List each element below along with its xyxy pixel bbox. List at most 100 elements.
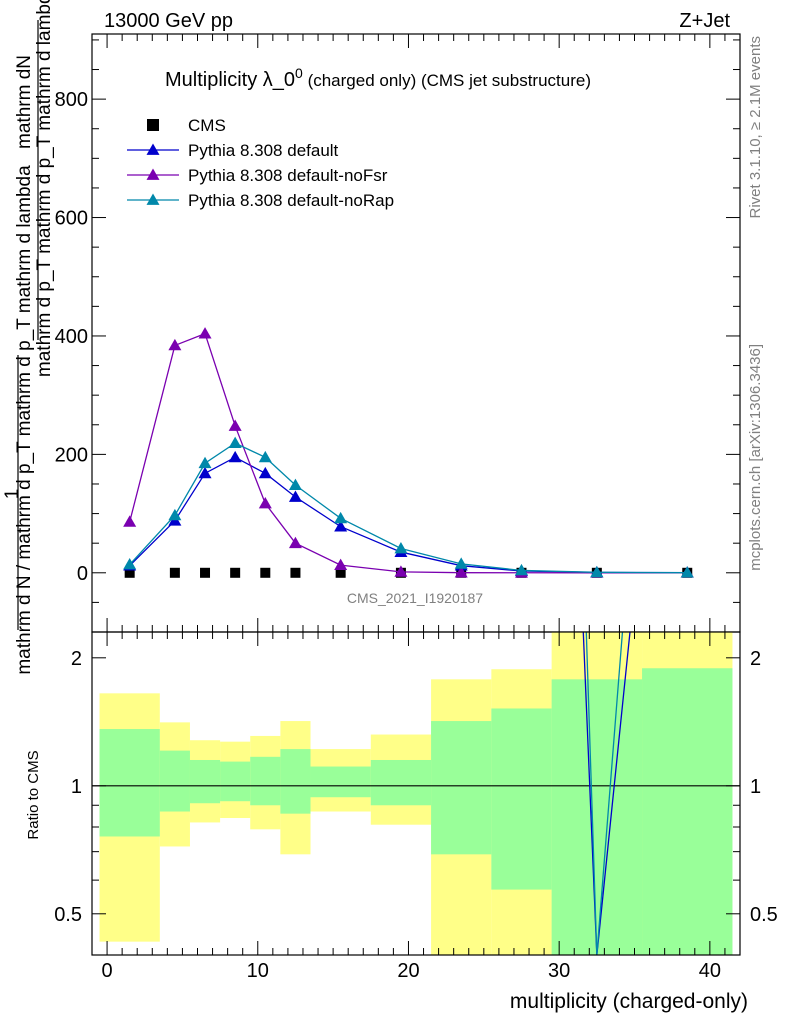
data-point [334,558,348,570]
data-point [394,565,408,577]
legend-item: Pythia 8.308 default [127,141,339,160]
band-green [280,749,311,814]
band-green [370,759,432,806]
legend-item: Pythia 8.308 default-noRap [127,191,394,210]
data-point [230,567,241,578]
data-point [258,497,272,509]
data-point [198,466,212,479]
legend-label: CMS [188,116,226,135]
ratio-ytick-label-right: 0.5 [750,904,778,926]
ratio-ytick-label: 2 [71,648,82,670]
data-point [335,567,346,578]
ylabel-numerator: mathrm dN [14,55,35,149]
data-point [590,565,604,578]
chart-title-rest: (charged only) (CMS jet substructure) [303,71,591,90]
main-ytick-label: 0 [77,563,88,585]
band-green [189,759,221,804]
series-pythia-8-308-default-nofsr [123,327,694,578]
main-ytick-label: 200 [55,444,88,466]
legend-label: Pythia 8.308 default-noFsr [188,166,388,185]
data-point [514,563,528,576]
series-pythia-8-308-default-norap [123,436,694,578]
data-point [228,419,242,431]
data-point [334,520,348,532]
mcplots-label: mcplots.cern.ch [arXiv:1306.3436] [747,344,764,571]
band-green [431,721,492,855]
main-ytick-label: 600 [55,208,88,230]
band-green [642,668,733,955]
data-point [123,515,137,527]
legend-marker [147,119,159,131]
ratio-frame [91,631,741,956]
band-green [250,756,281,806]
ylabel-denominator: mathrm d p_T mathrm d p_T mathrm d lambd… [34,0,55,377]
data-point [168,508,182,521]
data-point [290,567,301,578]
band-green [99,729,160,837]
data-point [288,478,302,491]
ratio-xtick-label: 40 [699,960,721,982]
ratio-ytick-label: 1 [71,776,82,798]
data-point [200,567,211,578]
main-axes: 0 200 400 600 800 [55,33,741,633]
chart-title: Multiplicity λ_00 (charged only) (CMS je… [165,65,591,91]
data-point [258,450,272,463]
ratio-axes: 0.5 0.51 12 20 10 20 30 40 [54,631,778,982]
legend-item: Pythia 8.308 default-noFsr [127,166,388,185]
ratio-xtick-label: 10 [247,960,269,982]
main-series [123,327,694,578]
band-green [491,708,552,890]
legend-marker [146,168,160,180]
data-point [169,567,180,578]
legend-item: CMS [147,116,226,135]
legend-label: Pythia 8.308 default [188,141,339,160]
data-point [198,327,212,339]
ratio-bands [92,631,740,956]
data-point [288,490,302,502]
ratio-ytick-label-right: 2 [750,648,761,670]
data-point [123,558,137,570]
ratio-ytick-label-right: 1 [750,776,761,798]
ylabel-bottom: mathrm d N / mathrm d p_T mathrm d p_T m… [14,165,35,675]
chart-title-main: Multiplicity λ_0 [165,69,295,91]
data-point [260,567,271,578]
data-point [454,557,468,569]
data-point [124,567,135,578]
band-green [220,761,251,802]
series-line [129,442,688,574]
legend: CMS Pythia 8.308 default Pythia 8.308 defa… [127,116,394,210]
series-line [129,332,688,574]
chart-title-sup: 0 [295,65,303,81]
data-point [198,456,212,469]
series-line [129,456,688,574]
legend-marker [146,193,160,205]
ratio-xlabel: multiplicity (charged-only) [510,990,748,1013]
ratio-ytick-label: 0.5 [54,904,82,926]
energy-label: 13000 GeV pp [104,10,233,32]
data-point [168,338,182,351]
ratio-xtick-label: 30 [548,960,570,982]
data-point [680,566,694,578]
legend-marker [146,143,160,155]
data-point [228,436,242,449]
series-pythia-8-308-default [123,450,694,578]
analysis-watermark: CMS_2021_I1920187 [347,590,483,606]
ratio-xtick-label: 20 [397,960,419,982]
ratio-xtick-label: 0 [102,960,113,982]
ylabel-one: 1 [2,489,23,500]
band-green [159,750,190,812]
data-point [258,466,272,479]
data-point [334,511,348,524]
legend-label: Pythia 8.308 default-noRap [188,191,394,210]
data-point [228,450,242,463]
main-ytick-label: 400 [55,326,88,348]
band-green [310,766,371,798]
data-point [394,542,408,554]
ratio-ylabel: Ratio to CMS [25,750,42,839]
rivet-label: Rivet 3.1.10, ≥ 2.1M events [747,36,764,219]
main-ytick-label: 800 [55,89,88,111]
band-green [551,679,643,955]
data-point [454,566,468,578]
process-label: Z+Jet [679,10,730,32]
